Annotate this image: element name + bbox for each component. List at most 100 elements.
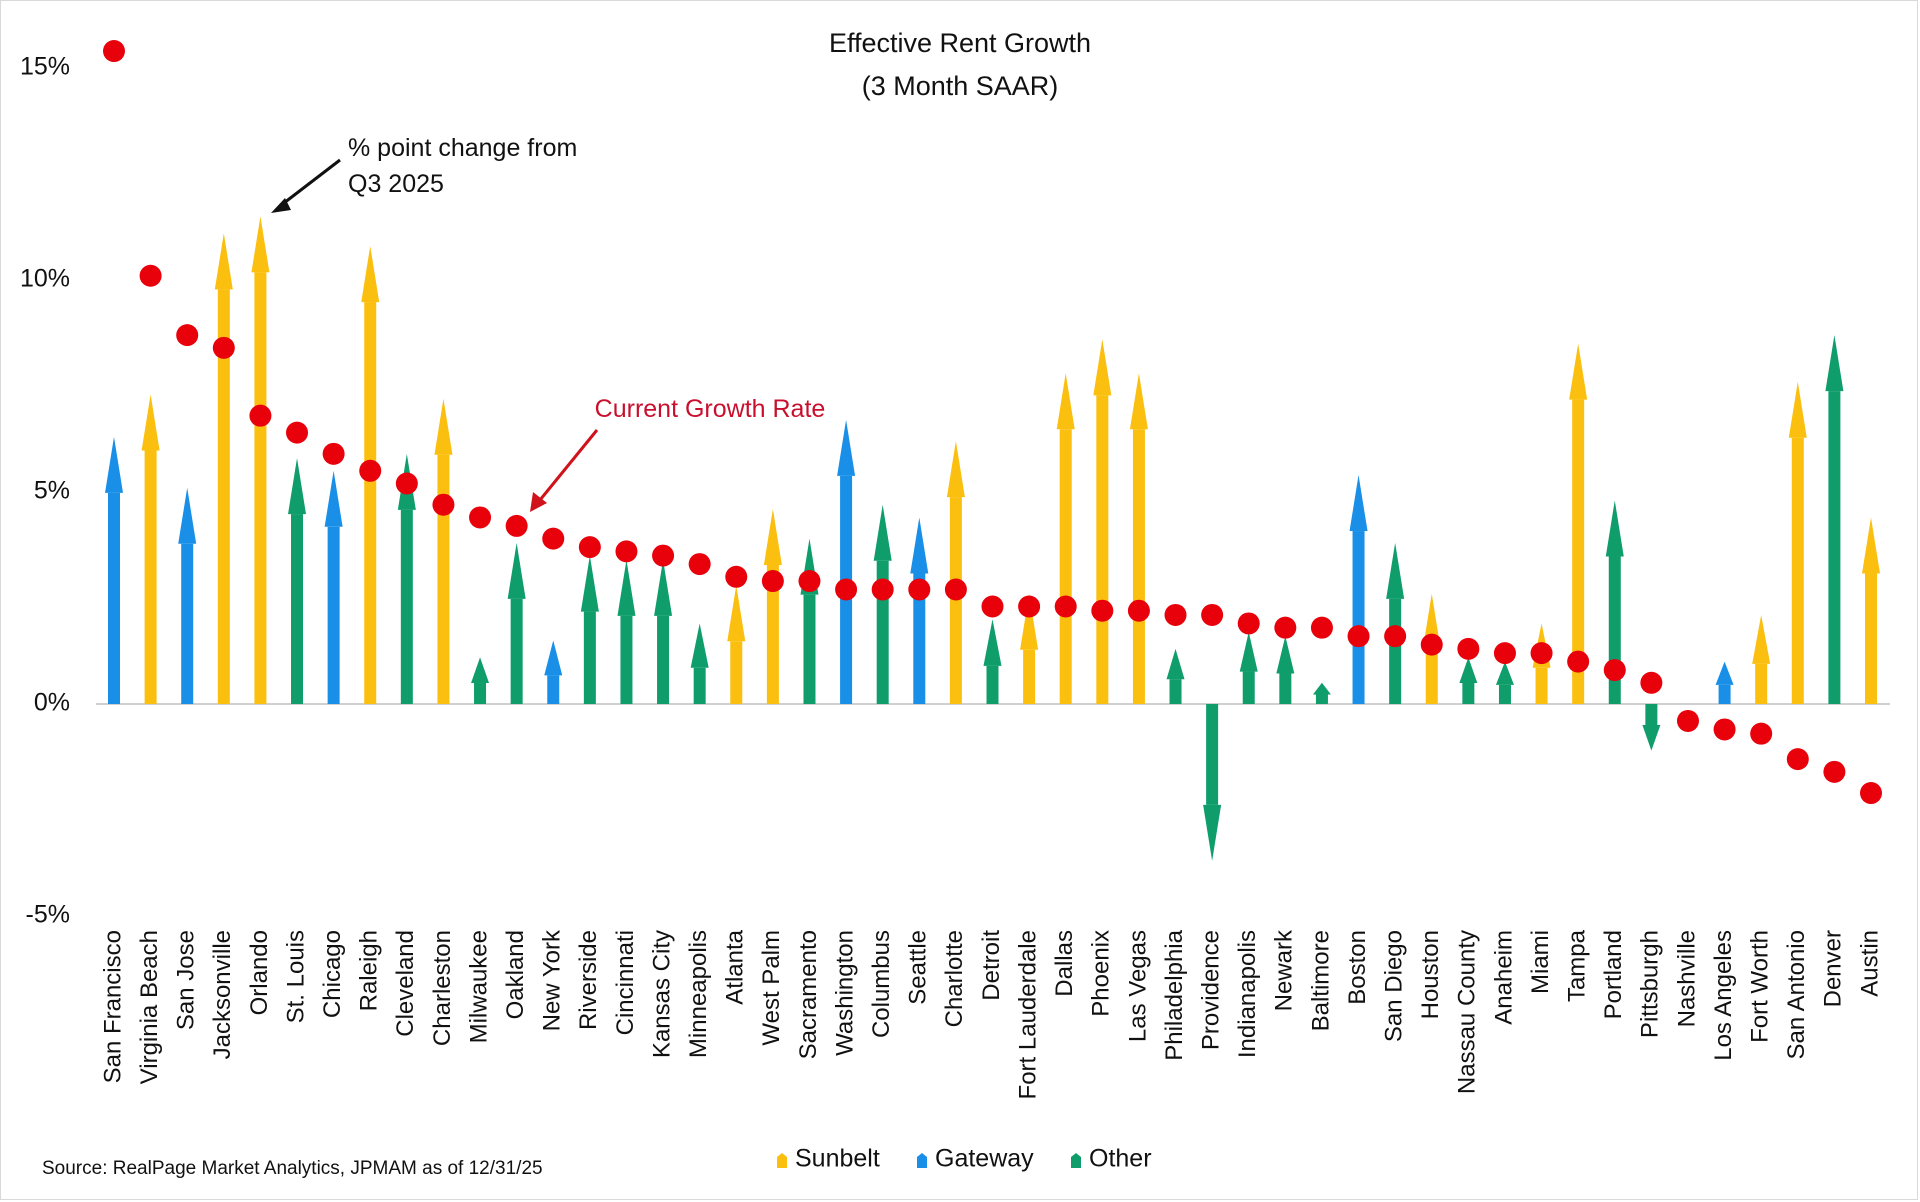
growth-dot (103, 40, 125, 63)
x-tick-label: San Francisco (99, 930, 126, 1083)
legend-item: Sunbelt (777, 1145, 880, 1173)
change-arrow-shaft (1828, 391, 1841, 704)
change-arrow-head (361, 246, 380, 303)
change-arrow-head (1715, 661, 1734, 685)
change-arrow-shaft (1023, 649, 1036, 704)
change-arrow-shaft (1132, 429, 1145, 704)
x-tick-label: Baltimore (1307, 930, 1334, 1031)
change-arrow (654, 559, 673, 704)
change-arrow-shaft (986, 665, 999, 704)
x-tick-label: Las Vegas (1124, 930, 1151, 1042)
x-tick-label: Philadelphia (1161, 929, 1188, 1060)
growth-dot (798, 570, 821, 593)
x-tick-label: Fort Worth (1747, 930, 1774, 1043)
chart-subtitle: (3 Month SAAR) (862, 71, 1059, 101)
growth-dot (212, 336, 235, 359)
change-arrow-head (214, 233, 233, 290)
x-tick-label: West Palm (758, 930, 785, 1046)
change-arrow (1459, 657, 1478, 704)
change-arrow (1642, 704, 1661, 751)
growth-dot (835, 578, 858, 601)
x-tick-label: Los Angeles (1710, 930, 1737, 1061)
x-axis-labels: San Francisco Virginia Beach San Jose Jacks… (99, 929, 1883, 1099)
change-arrow-head (580, 555, 599, 612)
change-arrow-shaft (1865, 573, 1877, 704)
change-arrow (251, 216, 270, 704)
growth-dot (981, 595, 1004, 618)
x-tick-label: Seattle (905, 930, 932, 1005)
change-arrow (1312, 682, 1331, 704)
change-arrow-head (251, 216, 270, 273)
change-arrow-head (434, 398, 453, 455)
growth-dot (725, 565, 748, 588)
x-tick-label: Indianapolis (1234, 930, 1261, 1058)
y-tick-label: -5% (26, 901, 70, 929)
growth-dot (1823, 760, 1846, 783)
change-arrow-shaft (1315, 694, 1328, 704)
x-tick-label: Boston (1344, 930, 1371, 1005)
change-arrow (690, 623, 709, 704)
change-arrow-shaft (1059, 429, 1072, 704)
change-arrow-head (1862, 517, 1880, 574)
annotation-growth-arrow-line (538, 429, 599, 501)
change-arrow-shaft (547, 675, 560, 704)
change-arrow (617, 559, 636, 704)
change-arrow-head (690, 623, 709, 668)
change-arrow-head (1459, 657, 1478, 684)
change-arrow-shaft (327, 526, 340, 704)
change-arrow-shaft (1535, 667, 1548, 704)
growth-dot (469, 506, 492, 529)
x-tick-label: San Antonio (1783, 930, 1810, 1059)
change-arrow-shaft (437, 454, 450, 704)
change-arrow-shaft (1791, 437, 1804, 704)
annotation-change-line-1: % point change from (348, 134, 577, 162)
change-arrow-shaft (1242, 671, 1255, 704)
x-tick-label: Kansas City (648, 930, 675, 1058)
change-arrow-shaft (1206, 704, 1219, 805)
change-arrow-head (105, 436, 123, 493)
change-arrow (1386, 542, 1405, 704)
change-arrow (1020, 593, 1039, 704)
growth-dots (103, 40, 1882, 805)
change-arrow (983, 619, 1002, 704)
growth-dot (1786, 748, 1809, 771)
legend: Sunbelt Gateway Other (777, 1145, 1152, 1173)
change-arrow (544, 640, 563, 704)
x-tick-label: Riverside (575, 930, 602, 1030)
change-arrow (910, 517, 929, 704)
growth-dot (1493, 642, 1516, 665)
growth-dot (1018, 595, 1041, 618)
x-tick-label: Sacramento (795, 930, 822, 1059)
change-arrow-shaft (1279, 673, 1292, 704)
change-arrow-head (910, 517, 929, 574)
change-arrow-shaft (949, 497, 962, 704)
change-arrow-head (1166, 648, 1185, 680)
change-arrow (1495, 661, 1514, 704)
x-tick-label: Jacksonville (209, 930, 236, 1059)
change-arrow-shaft (1425, 649, 1438, 704)
change-arrow-head (178, 487, 197, 544)
x-tick-label: Minneapolis (685, 930, 712, 1058)
change-arrow (105, 436, 123, 704)
x-tick-label: Portland (1600, 930, 1627, 1019)
growth-dot (1310, 616, 1333, 639)
x-tick-label: Virginia Beach (136, 930, 163, 1084)
x-tick-label: Providence (1197, 930, 1224, 1050)
growth-dot (1530, 642, 1553, 665)
x-tick-label: Atlanta (722, 929, 749, 1004)
x-tick-label: New York (539, 929, 566, 1031)
change-arrow-shaft (510, 598, 523, 704)
chart-title: Effective Rent Growth (829, 28, 1091, 58)
change-arrow (1349, 475, 1368, 704)
growth-dot (1201, 603, 1224, 626)
x-tick-label: Raleigh (356, 930, 383, 1011)
growth-dot (1164, 603, 1187, 626)
change-arrow-head (544, 640, 563, 676)
x-tick-label: Cincinnati (612, 930, 639, 1035)
growth-dot (908, 578, 931, 601)
change-arrow-shaft (254, 272, 267, 704)
change-arrow-head (1020, 593, 1039, 650)
growth-dot (1603, 659, 1626, 682)
growth-dot (395, 472, 418, 495)
legend-swatch-icon (777, 1153, 787, 1168)
